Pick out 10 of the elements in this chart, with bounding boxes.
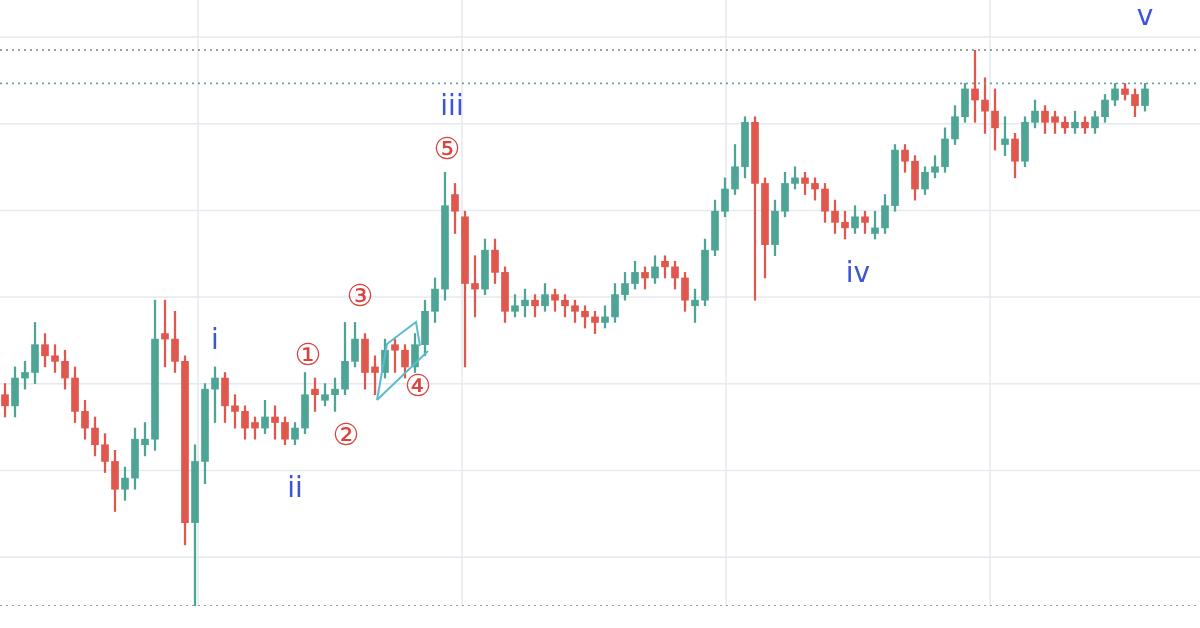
annotation: ii xyxy=(287,471,303,504)
annotation: ③ xyxy=(346,278,374,313)
annotation: i xyxy=(211,323,219,356)
annotation: iv xyxy=(845,256,871,289)
annotation: ④ xyxy=(404,368,432,403)
annotation: ② xyxy=(332,417,360,452)
annotation: iii xyxy=(440,89,464,122)
annotation: ⑤ xyxy=(433,131,461,166)
annotation: ① xyxy=(294,337,322,372)
text: v xyxy=(1136,0,1154,32)
